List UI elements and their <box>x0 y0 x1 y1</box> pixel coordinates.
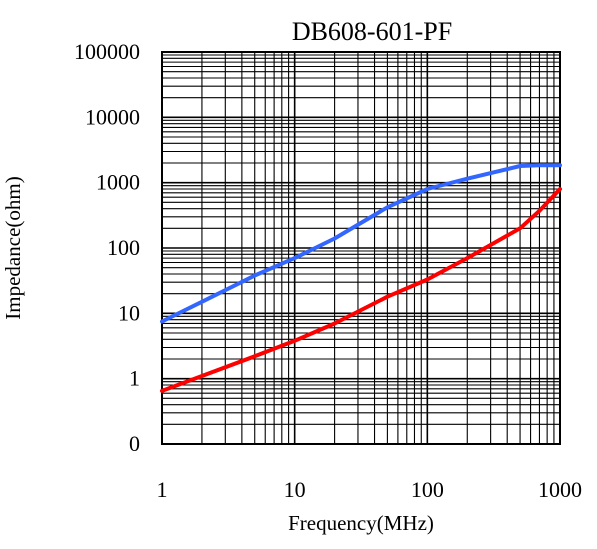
y-tick-label: 10000 <box>85 104 140 129</box>
series-line-2 <box>160 187 562 393</box>
plot-frame <box>161 51 561 445</box>
y-tick-label: 1 <box>129 366 140 391</box>
x-tick-label: 10 <box>284 477 306 502</box>
y-tick-label: 0 <box>129 431 140 456</box>
x-axis-label: Frequency(MHz) <box>288 511 434 535</box>
y-axis-label: Impedance(ohm) <box>1 176 25 319</box>
series-line-1 <box>160 163 562 324</box>
y-tick-label: 10 <box>118 300 140 325</box>
chart-title: DB608-601-PF <box>292 17 452 46</box>
y-tick-label: 100000 <box>74 39 140 64</box>
x-tick-label: 100 <box>411 477 444 502</box>
y-tick-label: 100 <box>107 235 140 260</box>
x-tick-label: 1000 <box>538 477 582 502</box>
x-tick-label: 1 <box>157 477 168 502</box>
series-layer <box>160 163 562 393</box>
grid-lines <box>162 52 560 444</box>
y-tick-label: 1000 <box>96 170 140 195</box>
